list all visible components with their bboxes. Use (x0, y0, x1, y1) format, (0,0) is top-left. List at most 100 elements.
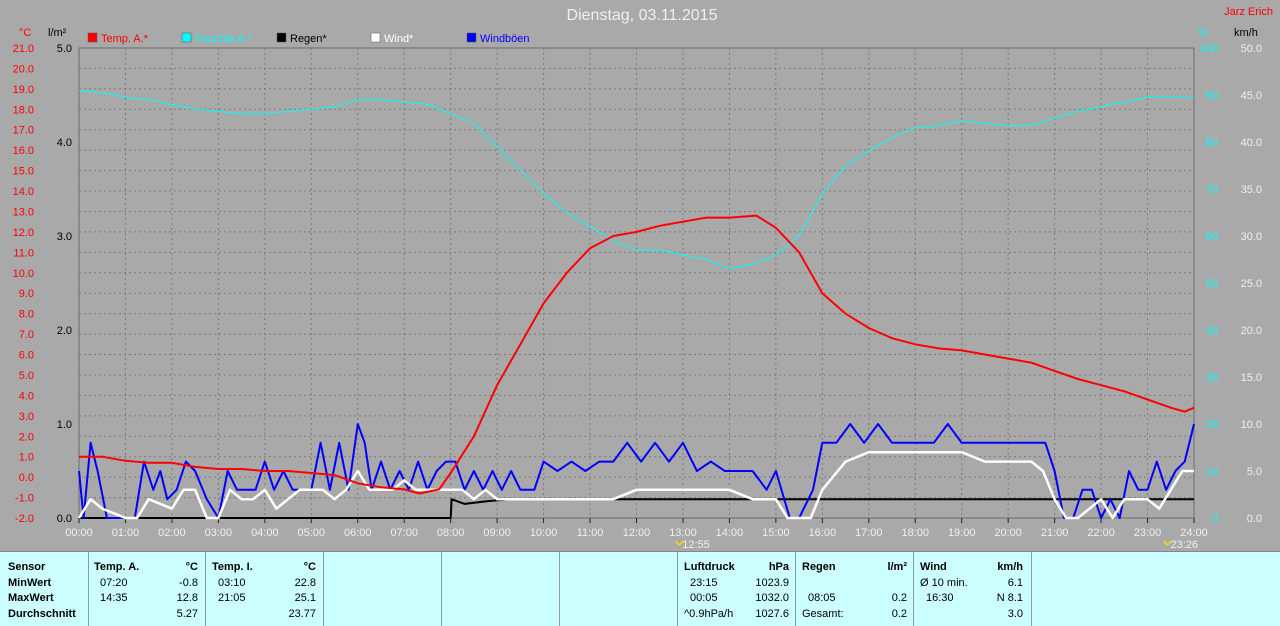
x-tick-label: 15:00 (762, 527, 790, 539)
pressure-trend: ^0.9hPa/h (684, 608, 734, 620)
temp-a-avg: 5.27 (176, 608, 198, 620)
legend-swatch (466, 32, 477, 43)
pressure-avg: 1027.6 (755, 608, 789, 620)
temp-a-header: Temp. A. (94, 561, 140, 573)
wind-tick-label: 25.0 (1241, 278, 1262, 290)
grid (79, 48, 1194, 518)
wind-unit-label: km/h (1234, 27, 1258, 39)
wind-tick-label: 45.0 (1241, 90, 1262, 102)
temp-a-unit: °C (185, 561, 198, 573)
legend: Temp. A.* Feuchte A.* Regen* Wind* Windböen (87, 32, 530, 45)
x-tick-label: 12:00 (623, 527, 651, 539)
wind-avg10: 6.1 (1007, 577, 1023, 589)
humidity-tick-label: 50 (1206, 278, 1218, 290)
x-tick-label: 01:00 (112, 527, 140, 539)
temp-i-avg: 23.77 (288, 608, 316, 620)
rain-tick-label: 4.0 (57, 137, 72, 149)
legend-label: Temp. A.* (101, 33, 149, 45)
temp-i-unit: °C (303, 561, 316, 573)
x-tick-label: 08:00 (437, 527, 465, 539)
rain-tick-label: 0.0 (57, 513, 72, 525)
rain-total-label: Gesamt: (802, 608, 844, 620)
x-tick-label: 19:00 (948, 527, 976, 539)
legend-label: Windböen (480, 33, 530, 45)
temp-a-max: 12.8 (176, 592, 198, 604)
x-tick-label: 16:00 (809, 527, 837, 539)
humidity-tick-label: 20 (1206, 419, 1218, 431)
legend-label: Regen* (290, 33, 327, 45)
temp-tick-label: 21.0 (13, 43, 34, 55)
wind-tick-label: 35.0 (1241, 184, 1262, 196)
chart-author: Jarz Erich (1224, 6, 1273, 18)
humidity-tick-label: 10 (1206, 466, 1218, 478)
temp-tick-label: 2.0 (19, 431, 34, 443)
series-line-windb-en (78, 423, 1195, 519)
wind-avg: 3.0 (1007, 608, 1023, 620)
wind-tick-label: 20.0 (1241, 325, 1262, 337)
x-tick-label: 17:00 (855, 527, 883, 539)
temp-i-header: Temp. I. (212, 561, 253, 573)
x-tick-label: 11:00 (577, 527, 604, 539)
wind-max: N 8.1 (996, 592, 1023, 604)
temp-tick-label: -2.0 (15, 513, 34, 525)
temp-tick-label: 1.0 (19, 452, 34, 464)
temp-tick-label: 11.0 (13, 247, 34, 259)
temp-tick-label: 16.0 (13, 145, 34, 157)
x-tick-label: 07:00 (390, 527, 418, 539)
temp-tick-label: 15.0 (13, 166, 34, 178)
pressure-min-time: 23:15 (690, 577, 718, 589)
temp-tick-label: 3.0 (19, 411, 34, 423)
rain-total: 0.2 (891, 608, 907, 620)
pressure-max: 1032.0 (755, 592, 789, 604)
rain-tick-label: 1.0 (57, 419, 72, 431)
temp-tick-label: 0.0 (19, 472, 34, 484)
rain-tick-label: 2.0 (57, 325, 72, 337)
temp-tick-label: 4.0 (19, 390, 34, 402)
humidity-tick-label: 30 (1206, 372, 1218, 384)
temp-tick-label: 20.0 (13, 63, 34, 75)
humidity-unit-label: % (1198, 27, 1208, 39)
humidity-tick-label: 90 (1206, 90, 1218, 102)
rain-max-time: 08:05 (808, 592, 836, 604)
row-label-avg: Durchschnitt (8, 608, 76, 620)
humidity-tick-label: 70 (1206, 184, 1218, 196)
temp-i-min-time: 03:10 (218, 577, 246, 589)
wind-avg10-label: Ø 10 min. (920, 577, 968, 589)
wind-header: Wind (920, 561, 947, 573)
wind-tick-label: 15.0 (1241, 372, 1262, 384)
legend-swatch (87, 32, 98, 43)
rain-max: 0.2 (891, 592, 907, 604)
x-tick-label: 14:00 (716, 527, 744, 539)
pressure-unit: hPa (768, 561, 789, 573)
temp-tick-label: 5.0 (19, 370, 34, 382)
humidity-tick-label: 0 (1212, 513, 1218, 525)
x-tick-label: 22:00 (1087, 527, 1115, 539)
sensor-header: Sensor (8, 561, 46, 573)
wind-tick-label: 5.0 (1247, 466, 1262, 478)
x-tick-label: 06:00 (344, 527, 372, 539)
humidity-tick-label: 100 (1200, 43, 1218, 55)
wind-tick-label: 0.0 (1247, 513, 1262, 525)
legend-label: Feuchte A.* (195, 33, 253, 45)
temp-a-max-time: 14:35 (100, 592, 128, 604)
time-marker-label: 12:55 (682, 539, 710, 551)
temp-i-max: 25.1 (294, 592, 316, 604)
humidity-tick-label: 60 (1206, 231, 1218, 243)
row-label-min: MinWert (8, 577, 52, 589)
temp-a-min: -0.8 (179, 577, 198, 589)
series-line-wind (77, 450, 1194, 520)
temp-tick-label: 13.0 (13, 206, 34, 218)
temp-tick-label: 9.0 (19, 288, 34, 300)
x-tick-label: 02:00 (158, 527, 186, 539)
legend-swatch (181, 32, 192, 43)
sun-marker-icon (674, 540, 684, 547)
rain-header: Regen (802, 561, 836, 573)
wind-tick-label: 10.0 (1241, 419, 1262, 431)
temp-tick-label: 18.0 (13, 104, 34, 116)
temp-tick-label: 8.0 (19, 309, 34, 321)
x-tick-label: 21:00 (1041, 527, 1069, 539)
chart-title: Dienstag, 03.11.2015 (567, 7, 718, 24)
row-label-max: MaxWert (8, 592, 54, 604)
temp-tick-label: 7.0 (19, 329, 34, 341)
legend-label: Wind* (384, 33, 414, 45)
